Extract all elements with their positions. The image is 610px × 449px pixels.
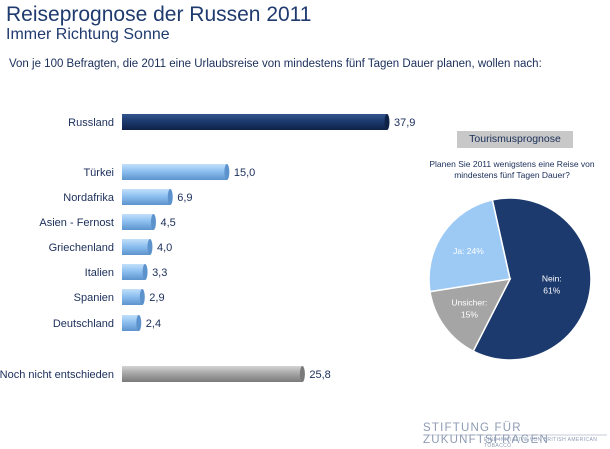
chart-subtitle: Immer Richtung Sonne <box>6 26 170 43</box>
value-label: 4,0 <box>157 242 172 254</box>
pie-label: Ja: 24% <box>453 246 484 256</box>
category-label: Deutschland <box>53 318 114 330</box>
category-label: Russland <box>68 117 114 129</box>
category-label: Asien - Fernost <box>39 217 114 229</box>
bar-0 <box>122 114 387 130</box>
survey-question: Von je 100 Befragten, die 2011 eine Urla… <box>9 58 542 70</box>
pie-slice-2 <box>428 199 511 293</box>
category-label: Noch nicht entschieden <box>0 369 114 381</box>
bar-3 <box>122 214 154 230</box>
bar-5 <box>122 264 146 280</box>
pie-slice-0 <box>472 197 592 361</box>
pie-value-label: 15% <box>461 310 478 320</box>
pie-label: Nein: <box>542 273 562 283</box>
category-label: Italien <box>85 267 114 279</box>
bar-cap-2 <box>167 189 173 205</box>
value-label: 37,9 <box>394 117 415 129</box>
bar-cap-7 <box>136 315 142 331</box>
bar-cap-5 <box>142 264 148 280</box>
chart-title: Reiseprognose der Russen 2011 <box>6 3 312 26</box>
category-label: Nordafrika <box>63 192 115 204</box>
pie-question: Planen Sie 2011 wenigstens eine Reise vo… <box>429 159 595 180</box>
bar-2 <box>122 189 171 205</box>
bar-cap-4 <box>147 239 153 255</box>
value-label: 6,9 <box>177 192 192 204</box>
pie-slice-1 <box>429 278 512 353</box>
logo-subtext: EINE INITIATIVE VON BRITISH AMERICAN TOB… <box>484 437 598 449</box>
value-label: 3,3 <box>152 267 167 279</box>
bar-1 <box>122 164 227 180</box>
pie-value-label: 61% <box>543 285 560 295</box>
bar-4 <box>122 239 150 255</box>
value-label: 25,8 <box>309 369 330 381</box>
category-label: Griechenland <box>49 242 114 254</box>
bar-cap-8 <box>299 366 305 382</box>
value-label: 2,4 <box>146 318 161 330</box>
bar-cap-0 <box>384 114 390 130</box>
bar-cap-6 <box>139 289 145 305</box>
value-label: 4,5 <box>160 217 175 229</box>
category-label: Türkei <box>83 167 114 179</box>
pie-label: Unsicher: <box>451 298 487 308</box>
bar-cap-1 <box>224 164 230 180</box>
logo-text: STIFTUNG FÜR ZUKUNFTSFRAGEN <box>423 422 550 446</box>
bar-6 <box>122 289 143 305</box>
bar-8 <box>122 366 303 382</box>
category-label: Spanien <box>74 292 114 304</box>
value-label: 15,0 <box>234 167 255 179</box>
value-label: 2,9 <box>149 292 164 304</box>
bar-7 <box>122 315 139 331</box>
bar-cap-3 <box>150 214 156 230</box>
pie-badge: Tourismusprognose <box>457 131 573 148</box>
